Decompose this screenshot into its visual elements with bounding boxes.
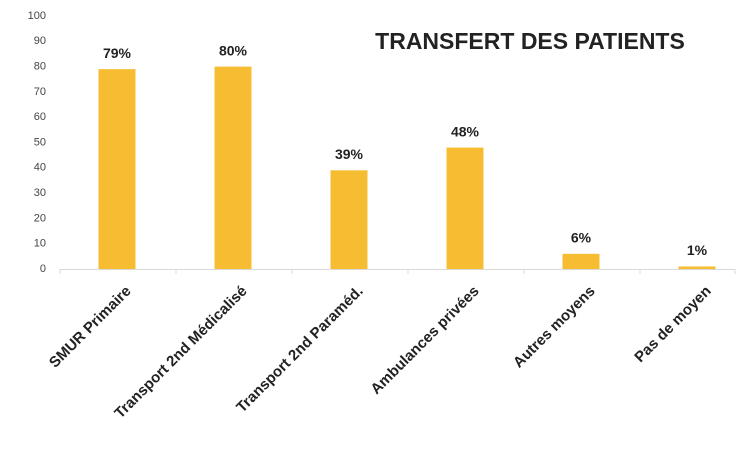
bar [446, 147, 484, 269]
x-tick-label: Ambulances privées [367, 283, 482, 398]
value-label: 39% [335, 146, 364, 162]
y-tick-label: 10 [34, 238, 46, 250]
value-label: 1% [687, 242, 708, 258]
y-tick-label: 80 [34, 61, 46, 73]
value-label: 80% [219, 42, 248, 58]
x-tick-label: Autres moyens [510, 283, 599, 372]
y-tick-label: 40 [34, 162, 46, 174]
x-tick-label: Transport 2nd Paraméd. [233, 283, 366, 416]
y-tick-label: 20 [34, 212, 46, 224]
y-tick-label: 30 [34, 187, 46, 199]
y-tick-label: 0 [40, 263, 46, 275]
value-label: 79% [103, 45, 132, 61]
x-tick-label: Transport 2nd Médicalisé [111, 283, 250, 422]
x-tick-label: Pas de moyen [631, 283, 714, 366]
y-tick-label: 100 [28, 10, 46, 22]
y-tick-label: 60 [34, 111, 46, 123]
y-tick-label: 50 [34, 136, 46, 148]
bar [330, 170, 368, 269]
bar [562, 253, 600, 269]
bar [98, 69, 136, 269]
bar [678, 266, 716, 269]
bar [214, 66, 252, 269]
value-label: 6% [571, 230, 592, 246]
value-label: 48% [451, 123, 480, 139]
y-tick-label: 90 [34, 35, 46, 47]
x-tick-label: SMUR Primaire [46, 283, 135, 372]
y-tick-label: 70 [34, 86, 46, 98]
chart-title: TRANSFERT DES PATIENTS [375, 28, 685, 54]
